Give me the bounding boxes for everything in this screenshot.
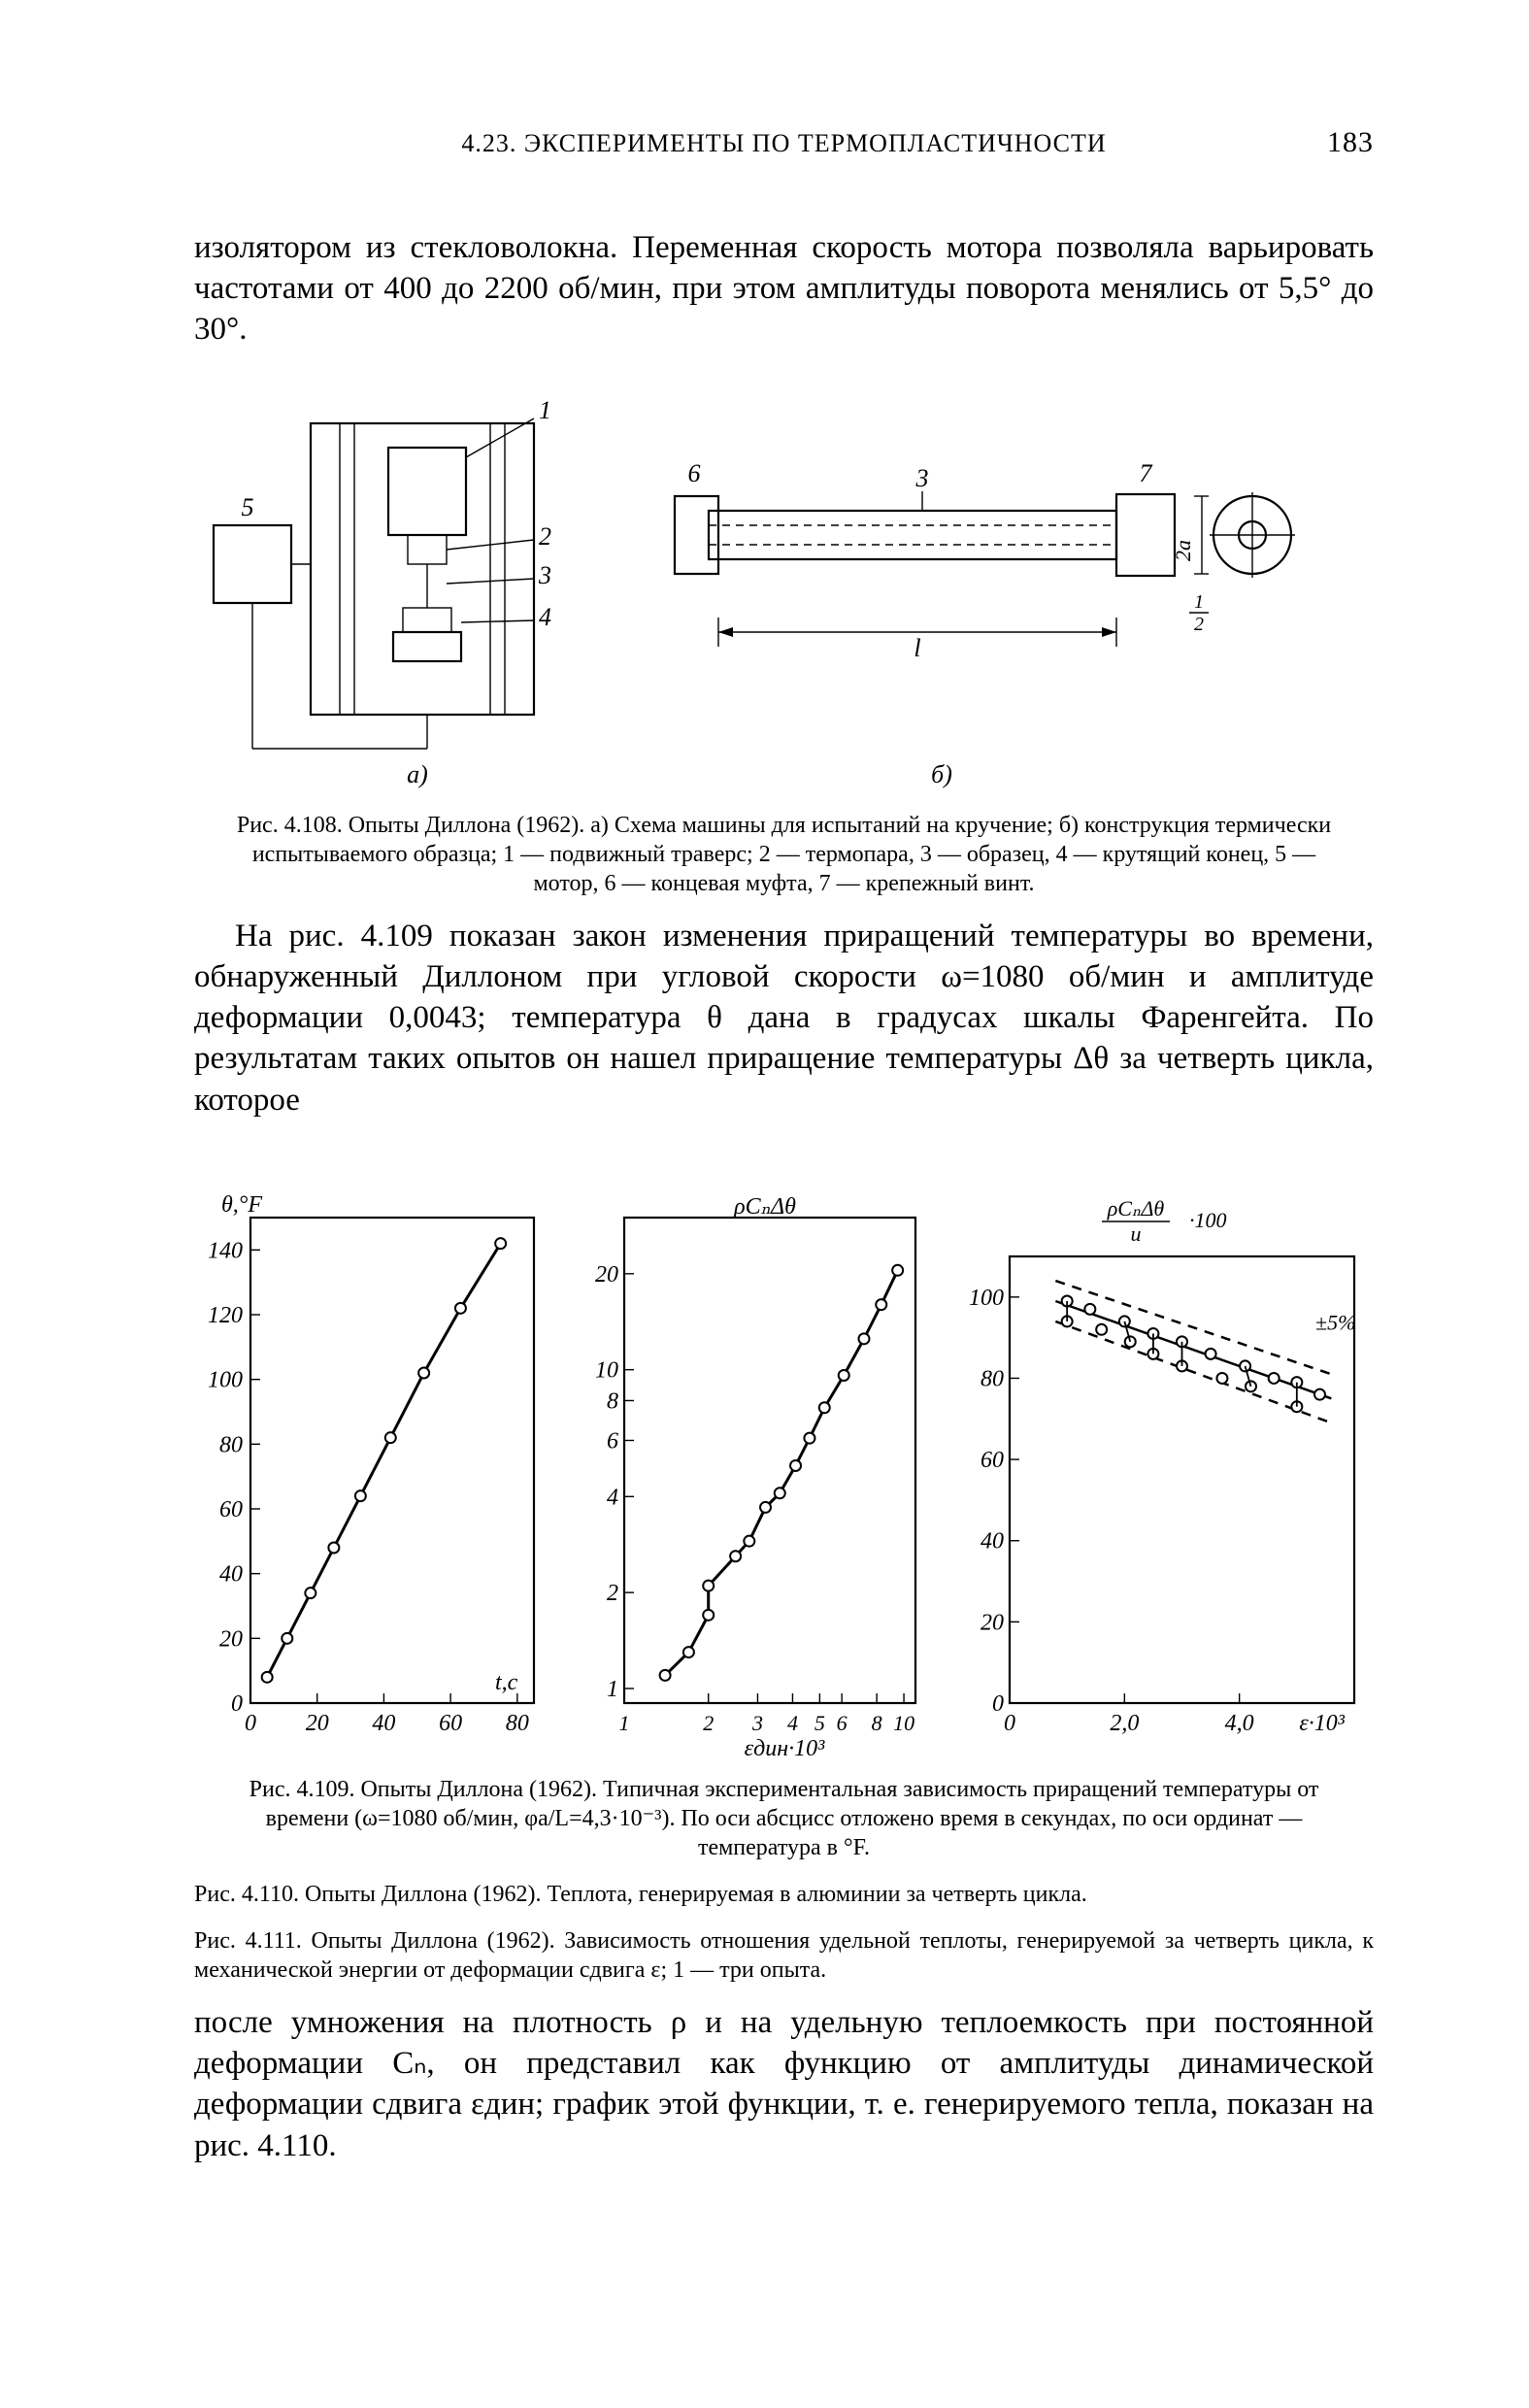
svg-text:60: 60 xyxy=(981,1448,1004,1473)
svg-text:0: 0 xyxy=(245,1711,256,1736)
svg-text:l: l xyxy=(914,634,920,662)
svg-text:θ,°F: θ,°F xyxy=(221,1192,262,1218)
svg-text:20: 20 xyxy=(981,1610,1004,1635)
svg-text:40: 40 xyxy=(372,1711,395,1736)
svg-text:100: 100 xyxy=(969,1286,1004,1311)
svg-text:80: 80 xyxy=(506,1711,529,1736)
svg-text:8: 8 xyxy=(607,1388,618,1414)
svg-text:100: 100 xyxy=(208,1368,243,1393)
svg-text:0: 0 xyxy=(1004,1711,1015,1736)
svg-text:2: 2 xyxy=(703,1711,714,1735)
running-title: 4.23. ЭКСПЕРИМЕНТЫ ПО ТЕРМОПЛАСТИЧНОСТИ xyxy=(272,129,1296,158)
svg-text:±5%: ±5% xyxy=(1315,1310,1355,1334)
svg-text:40: 40 xyxy=(981,1529,1004,1555)
paragraph-1: изолятором из стекловолокна. Переменная … xyxy=(194,227,1374,351)
figure-4-111-caption: Рис. 4.111. Опыты Диллона (1962). Зависи… xyxy=(194,1926,1374,1985)
svg-text:40: 40 xyxy=(219,1562,243,1588)
svg-text:0: 0 xyxy=(992,1691,1004,1717)
svg-text:60: 60 xyxy=(439,1711,462,1736)
svg-text:εдин·10³: εдин·10³ xyxy=(744,1736,825,1761)
svg-text:1: 1 xyxy=(1194,591,1204,613)
svg-text:ρCₙΔθ: ρCₙΔθ xyxy=(1107,1196,1165,1221)
svg-text:4,0: 4,0 xyxy=(1225,1711,1254,1736)
svg-text:2: 2 xyxy=(607,1581,618,1606)
figure-4-108: 12345а)6372а12lб) Рис. 4.108. Опыты Дилл… xyxy=(194,380,1374,898)
paragraph-2: На рис. 4.109 показан закон изменения пр… xyxy=(194,916,1374,1120)
chart-4-111: 0 20 40 60 80 100 0 2,0 4,0 ρCₙΔθu ·100 ε·10³ ±5% xyxy=(956,1188,1374,1761)
svg-text:10: 10 xyxy=(893,1711,914,1735)
svg-text:а): а) xyxy=(407,760,428,788)
svg-text:20: 20 xyxy=(306,1711,329,1736)
svg-text:1: 1 xyxy=(618,1711,629,1735)
page-number: 183 xyxy=(1296,126,1374,159)
chart-4-109: 0 20 40 60 80 100 120 140 0 20 40 60 80 θ,°F t,с xyxy=(194,1188,553,1761)
fig108-svg: 12345а)6372а12lб) xyxy=(194,380,1374,797)
svg-text:6: 6 xyxy=(688,459,701,487)
svg-text:140: 140 xyxy=(208,1238,243,1263)
svg-text:120: 120 xyxy=(208,1303,243,1328)
svg-text:5: 5 xyxy=(814,1711,824,1735)
svg-text:3: 3 xyxy=(750,1711,762,1735)
svg-text:2: 2 xyxy=(1194,614,1204,635)
svg-text:20: 20 xyxy=(595,1262,618,1288)
svg-text:ρCₙΔθ: ρCₙΔθ xyxy=(733,1194,796,1220)
paragraph-3: после умножения на плотность ρ и на удел… xyxy=(194,2002,1374,2166)
svg-text:0: 0 xyxy=(231,1691,243,1717)
svg-text:3: 3 xyxy=(915,464,929,492)
svg-text:б): б) xyxy=(931,760,952,788)
svg-text:10: 10 xyxy=(595,1358,618,1384)
svg-text:1: 1 xyxy=(539,396,551,424)
svg-text:ε·10³: ε·10³ xyxy=(1299,1711,1345,1736)
svg-text:80: 80 xyxy=(219,1432,243,1457)
svg-text:·100: ·100 xyxy=(1189,1208,1227,1232)
svg-text:6: 6 xyxy=(607,1428,618,1454)
svg-text:80: 80 xyxy=(981,1366,1004,1391)
running-head: 4.23. ЭКСПЕРИМЕНТЫ ПО ТЕРМОПЛАСТИЧНОСТИ … xyxy=(194,126,1374,159)
svg-text:4: 4 xyxy=(607,1485,618,1510)
figure-4-108-caption: Рис. 4.108. Опыты Диллона (1962). а) Схе… xyxy=(218,811,1349,898)
svg-text:2,0: 2,0 xyxy=(1110,1711,1139,1736)
svg-text:8: 8 xyxy=(871,1711,881,1735)
charts-row: 020406080100120140020406080θ,°Ft,с 12468… xyxy=(194,1150,1374,1761)
svg-text:4: 4 xyxy=(786,1711,797,1735)
figure-4-109-caption: Рис. 4.109. Опыты Диллона (1962). Типичн… xyxy=(218,1775,1349,1862)
svg-text:2а: 2а xyxy=(1171,540,1195,561)
svg-text:5: 5 xyxy=(242,493,254,521)
svg-text:6: 6 xyxy=(836,1711,847,1735)
svg-text:2: 2 xyxy=(539,522,551,551)
svg-text:u: u xyxy=(1131,1221,1142,1246)
svg-text:3: 3 xyxy=(538,561,551,589)
svg-text:60: 60 xyxy=(219,1497,243,1522)
chart-4-110: 124681020123456810ρCₙΔθεдин·10³ xyxy=(576,1188,935,1761)
svg-text:1: 1 xyxy=(607,1677,618,1702)
svg-text:20: 20 xyxy=(219,1626,243,1652)
svg-text:7: 7 xyxy=(1140,459,1153,487)
svg-text:4: 4 xyxy=(539,603,551,631)
svg-text:t,с: t,с xyxy=(495,1670,518,1695)
figure-4-110-caption: Рис. 4.110. Опыты Диллона (1962). Теплот… xyxy=(194,1880,1374,1909)
